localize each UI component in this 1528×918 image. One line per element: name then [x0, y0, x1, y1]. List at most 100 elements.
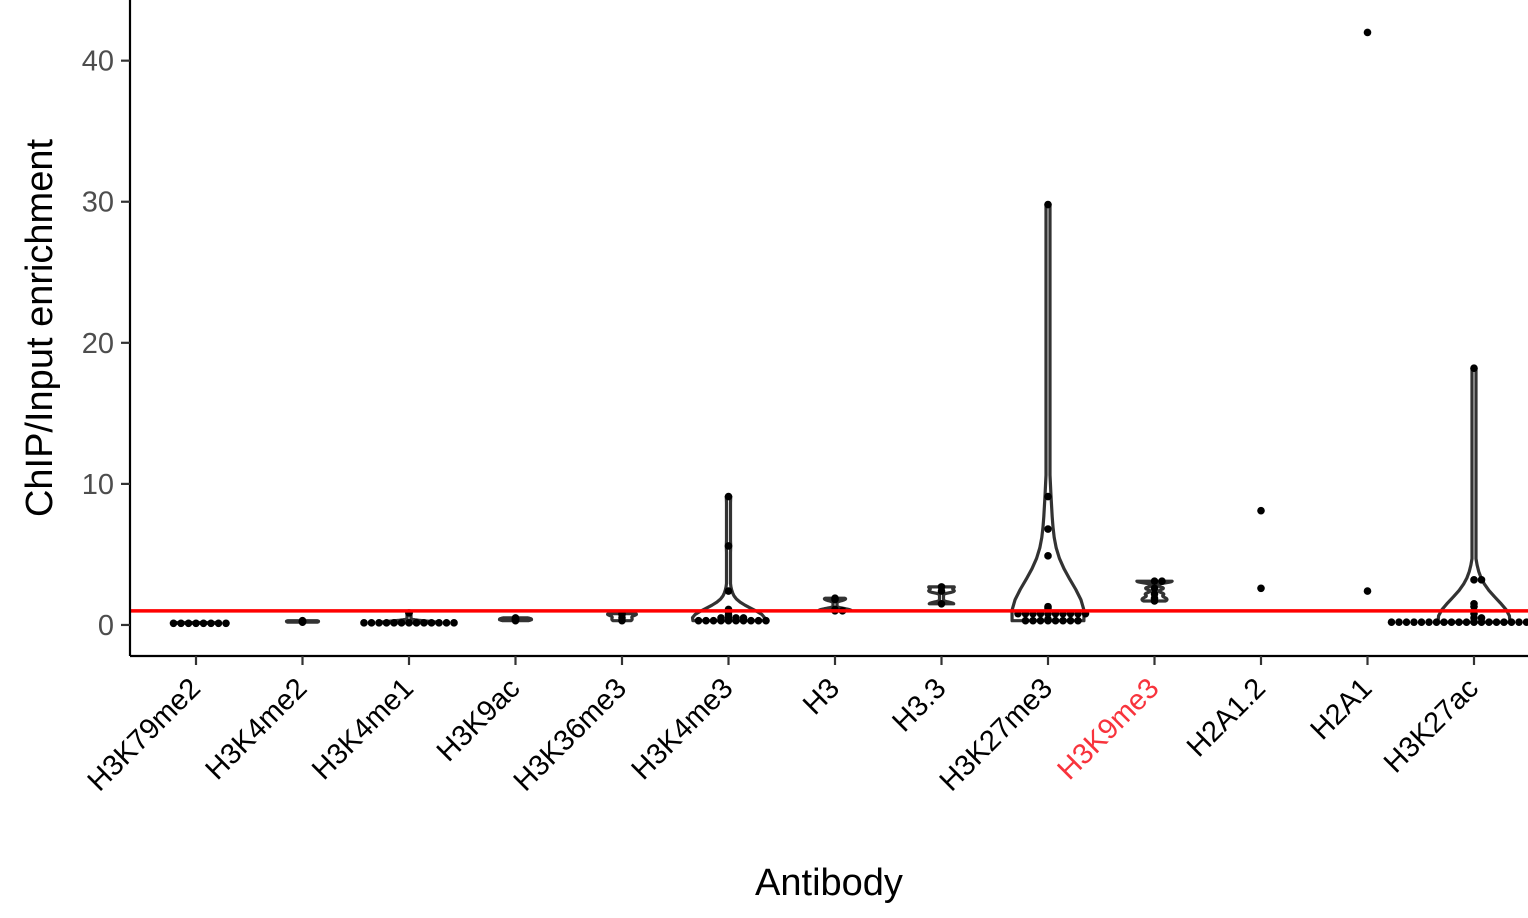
- data-point: [724, 542, 733, 550]
- data-point: [1507, 618, 1516, 626]
- data-point: [717, 614, 725, 622]
- data-point: [1417, 618, 1426, 626]
- y-tick-label: 40: [82, 46, 114, 78]
- data-point: [1158, 577, 1166, 586]
- x-tick-label-H2A1: H2A1: [1305, 672, 1379, 746]
- data-point: [1522, 618, 1528, 626]
- data-point: [412, 619, 421, 627]
- data-point: [762, 616, 770, 625]
- y-tick-label: 10: [82, 469, 114, 501]
- data-point: [427, 619, 436, 627]
- data-point: [1044, 492, 1052, 501]
- data-point: [450, 619, 458, 627]
- data-point: [405, 619, 413, 627]
- data-point: [1477, 618, 1486, 626]
- data-point: [1432, 618, 1441, 626]
- data-point: [222, 619, 230, 628]
- data-point: [169, 619, 178, 628]
- data-point: [298, 617, 307, 625]
- data-point: [390, 619, 398, 627]
- data-point: [1036, 616, 1045, 625]
- x-tick-label-H3K4me3: H3K4me3: [626, 672, 740, 786]
- y-tick-label: 30: [82, 187, 114, 219]
- data-point: [1051, 616, 1060, 625]
- data-point: [1515, 618, 1523, 626]
- data-point: [442, 619, 451, 627]
- x-tick-label-H3K79me2: H3K79me2: [82, 672, 207, 797]
- y-axis-title: ChIP/Input enrichment: [19, 139, 61, 518]
- point-layer: [169, 28, 1528, 628]
- x-tick-label-H3K4me1: H3K4me1: [306, 672, 420, 786]
- data-point: [435, 619, 443, 627]
- x-tick-label-H3K4me2: H3K4me2: [200, 672, 314, 786]
- data-point: [207, 619, 215, 628]
- data-point: [1470, 602, 1478, 611]
- x-tick-label-H3K9me3: H3K9me3: [1052, 672, 1166, 786]
- data-point: [1425, 618, 1433, 626]
- data-point: [1150, 597, 1159, 605]
- data-point: [1492, 618, 1501, 626]
- data-point: [1402, 618, 1411, 626]
- data-point: [1021, 616, 1030, 625]
- data-point: [192, 619, 200, 628]
- data-point: [360, 619, 368, 627]
- x-tick-label-H3K9ac: H3K9ac: [431, 672, 527, 768]
- data-point: [1455, 618, 1463, 626]
- data-point: [1470, 618, 1478, 626]
- violin-H3.3: [927, 585, 956, 606]
- data-point: [1363, 28, 1372, 37]
- data-point: [511, 616, 520, 624]
- data-point: [1470, 364, 1478, 373]
- data-point: [367, 619, 376, 627]
- data-point: [937, 600, 946, 608]
- data-point: [1044, 616, 1052, 625]
- x-tick-label-H2A1.2: H2A1.2: [1181, 672, 1272, 763]
- violin-H3K4me3: [690, 495, 767, 623]
- data-point: [1044, 200, 1052, 209]
- x-axis-title: Antibody: [755, 862, 903, 904]
- data-point: [1500, 618, 1508, 626]
- data-point: [831, 595, 839, 604]
- data-point: [694, 616, 703, 625]
- data-point: [1029, 616, 1037, 625]
- data-point: [199, 619, 208, 628]
- data-point: [397, 619, 406, 627]
- data-point: [724, 587, 733, 595]
- y-tick-label: 0: [98, 610, 114, 642]
- data-point: [1044, 552, 1052, 560]
- x-tick-label-H3K27ac: H3K27ac: [1378, 672, 1485, 779]
- data-point: [732, 616, 740, 625]
- data-point: [1066, 616, 1075, 625]
- x-tick-label-H3K27me3: H3K27me3: [934, 672, 1059, 797]
- x-tick-label-H3.3: H3.3: [887, 672, 953, 738]
- data-point: [1257, 584, 1265, 593]
- data-point: [1150, 584, 1159, 593]
- data-point: [1044, 525, 1052, 533]
- data-point: [1059, 616, 1067, 625]
- x-tick-label-H3: H3: [797, 672, 846, 721]
- data-point: [1074, 616, 1082, 625]
- data-point: [724, 492, 733, 501]
- data-point: [1485, 618, 1493, 626]
- y-tick-label: 20: [82, 328, 114, 360]
- data-point: [724, 616, 733, 625]
- data-point: [739, 614, 748, 622]
- data-point: [1447, 618, 1456, 626]
- data-point: [702, 616, 710, 625]
- data-point: [184, 619, 193, 628]
- data-point: [1470, 576, 1478, 584]
- data-point: [1462, 618, 1471, 626]
- y-axis-ticks: 0 10 20 30 40: [82, 46, 130, 642]
- data-point: [382, 619, 391, 627]
- data-point: [214, 619, 223, 628]
- violin-layer: [173, 203, 1512, 625]
- data-point: [1363, 587, 1372, 595]
- data-point: [177, 619, 185, 628]
- violin-H3K27ac: [1436, 366, 1512, 624]
- x-tick-label-H3K36me3: H3K36me3: [508, 672, 633, 797]
- data-point: [1395, 618, 1403, 626]
- data-point: [709, 616, 718, 625]
- data-point: [1440, 618, 1448, 626]
